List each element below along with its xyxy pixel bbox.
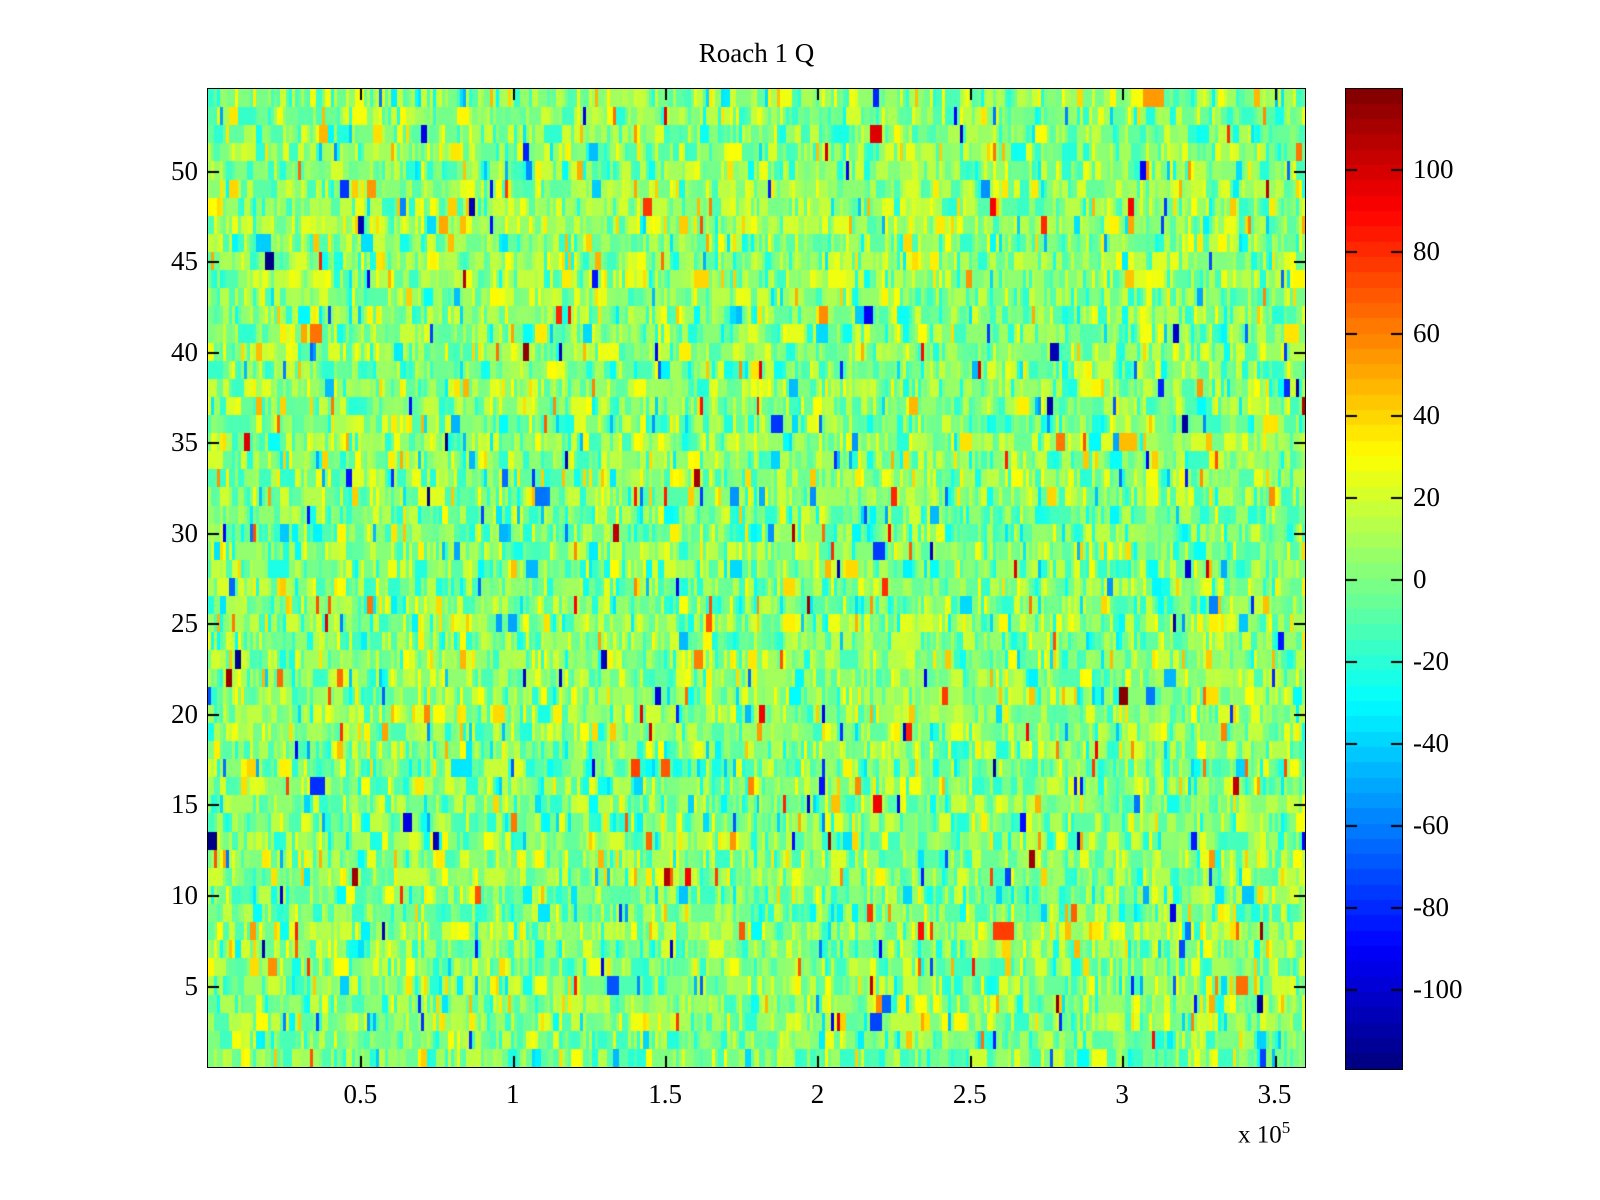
y-tick-label: 25 bbox=[171, 608, 198, 639]
exponent-prefix: x 10 bbox=[1238, 1121, 1282, 1149]
colorbar-tick-label: -40 bbox=[1413, 728, 1449, 759]
x-tick-label: 2.5 bbox=[952, 1079, 987, 1109]
colorbar-tick-label: 100 bbox=[1413, 153, 1454, 184]
x-tick-label: 3.5 bbox=[1257, 1079, 1292, 1109]
x-tick-label: 3 bbox=[1115, 1079, 1129, 1109]
y-tick-label: 40 bbox=[171, 336, 198, 367]
y-tick-label: 10 bbox=[171, 879, 198, 910]
colorbar-tick-label: 60 bbox=[1413, 317, 1440, 348]
colorbar-tick-label: -100 bbox=[1413, 974, 1463, 1005]
colorbar-tick-label: -80 bbox=[1413, 892, 1449, 923]
colorbar-tick-label: 80 bbox=[1413, 235, 1440, 266]
colorbar-tick-label: 0 bbox=[1413, 564, 1427, 594]
colorbar bbox=[1345, 88, 1403, 1070]
heatmap-axes bbox=[207, 88, 1306, 1068]
colorbar-canvas bbox=[1346, 89, 1402, 1069]
y-tick-label: 45 bbox=[171, 246, 198, 277]
y-tick-label: 50 bbox=[171, 155, 198, 186]
colorbar-tick-label: -60 bbox=[1413, 810, 1449, 841]
y-tick-label: 35 bbox=[171, 427, 198, 458]
y-tick-label: 30 bbox=[171, 517, 198, 548]
y-tick-label: 5 bbox=[184, 970, 199, 1001]
exponent-value: 5 bbox=[1281, 1118, 1291, 1137]
x-tick-label: 1.5 bbox=[648, 1079, 682, 1109]
heatmap-canvas bbox=[208, 89, 1305, 1067]
colorbar-tick-label: 20 bbox=[1413, 481, 1440, 512]
x-tick-label: 2 bbox=[810, 1079, 825, 1109]
x-axis-exponent: x 105 bbox=[1238, 1114, 1290, 1149]
chart-title: Roach 1 Q bbox=[698, 38, 815, 68]
colorbar-tick-label: 40 bbox=[1413, 399, 1440, 430]
y-tick-label: 20 bbox=[171, 698, 198, 729]
x-tick-label: 1 bbox=[505, 1079, 520, 1109]
x-tick-label: 0.5 bbox=[343, 1079, 378, 1109]
y-tick-label: 15 bbox=[171, 789, 198, 820]
colorbar-tick-label: -20 bbox=[1413, 646, 1449, 676]
